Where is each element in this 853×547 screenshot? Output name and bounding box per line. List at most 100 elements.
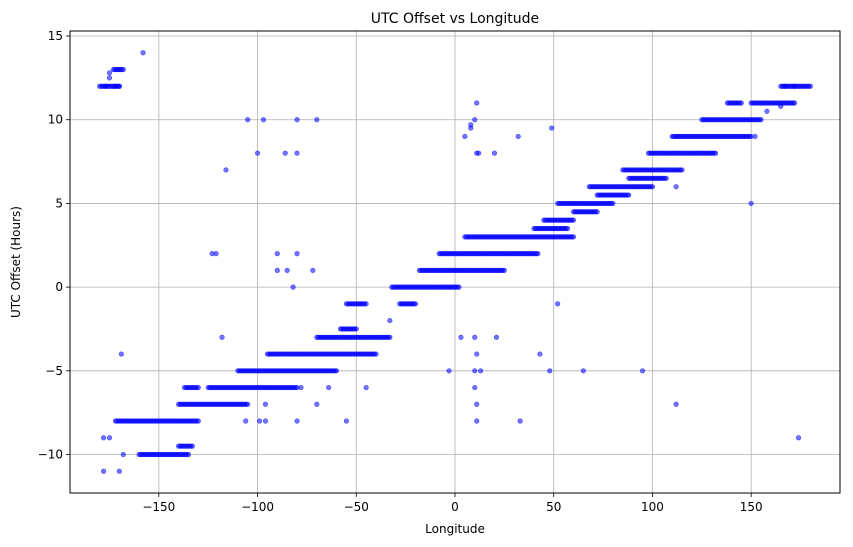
data-point: [491, 150, 498, 156]
data-point: [679, 167, 685, 173]
data-point: [478, 368, 484, 374]
x-axis-ticks: −150 −100 −50 0 50 100 150: [142, 493, 763, 514]
data-point: [456, 284, 462, 290]
data-point: [412, 301, 419, 307]
data-point: [807, 83, 813, 89]
data-point: [314, 117, 320, 123]
data-point: [458, 334, 464, 340]
data-point: [782, 83, 788, 89]
data-point: [298, 384, 304, 391]
data-point: [116, 83, 122, 89]
data-point: [474, 401, 480, 407]
data-point: [537, 351, 543, 357]
data-point: [748, 200, 754, 207]
data-point: [462, 133, 468, 140]
data-point: [189, 443, 196, 449]
data-point: [738, 100, 744, 106]
data-point: [290, 284, 296, 290]
x-tick-label: −100: [241, 500, 274, 514]
data-point: [333, 368, 340, 374]
x-tick-label: −150: [142, 500, 175, 514]
data-point: [294, 150, 300, 156]
data-point: [120, 66, 126, 73]
data-point: [213, 251, 219, 257]
data-point: [517, 418, 523, 424]
x-tick-label: 0: [451, 500, 459, 514]
data-point: [363, 301, 369, 307]
data-point: [472, 368, 478, 374]
x-axis-label: Longitude: [425, 522, 485, 536]
data-point: [343, 418, 350, 424]
data-point: [673, 184, 679, 190]
data-point: [219, 334, 225, 340]
data-point: [195, 418, 201, 424]
data-point: [791, 100, 798, 106]
data-point: [116, 468, 122, 474]
data-point: [795, 435, 802, 441]
data-point: [446, 368, 452, 374]
data-point: [468, 122, 474, 128]
y-tick-label: 15: [48, 29, 63, 43]
x-tick-label: −50: [344, 500, 369, 514]
data-point: [610, 200, 616, 207]
x-tick-label: 100: [641, 500, 664, 514]
data-point: [363, 384, 369, 391]
data-point: [649, 184, 656, 190]
y-tick-label: −10: [38, 448, 63, 462]
data-point: [274, 267, 280, 273]
data-point: [256, 418, 263, 424]
data-point: [758, 117, 764, 123]
data-point: [260, 117, 267, 123]
data-point: [474, 418, 480, 424]
chart-title: UTC Offset vs Longitude: [371, 11, 539, 27]
data-point: [326, 384, 332, 391]
data-point: [535, 251, 541, 257]
data-point: [102, 83, 109, 89]
data-point: [594, 209, 600, 215]
data-point: [639, 368, 646, 374]
data-point: [713, 150, 719, 156]
data-point: [474, 351, 480, 357]
data-point: [501, 267, 507, 273]
data-point: [294, 418, 300, 424]
data-point: [778, 103, 784, 109]
data-point: [764, 108, 770, 114]
data-point: [254, 150, 261, 156]
data-points: [97, 50, 813, 474]
data-point: [245, 117, 251, 123]
data-point: [387, 334, 393, 340]
data-point: [474, 150, 480, 156]
data-point: [570, 234, 577, 240]
data-point: [472, 384, 478, 391]
data-point: [353, 326, 359, 332]
data-point: [564, 225, 571, 232]
y-tick-label: 0: [55, 280, 63, 294]
data-point: [310, 267, 316, 273]
data-point: [140, 50, 146, 56]
data-point: [106, 75, 113, 81]
data-point: [314, 401, 320, 407]
data-point: [245, 401, 251, 407]
data-point: [243, 418, 249, 424]
x-tick-label: 50: [546, 500, 561, 514]
data-point: [549, 125, 555, 131]
data-point: [294, 117, 300, 123]
data-point: [118, 351, 124, 357]
data-point: [373, 351, 379, 357]
data-point: [262, 418, 269, 424]
data-point: [515, 133, 521, 140]
data-point: [547, 368, 553, 374]
data-point: [262, 401, 269, 407]
data-point: [274, 251, 280, 257]
data-point: [472, 117, 478, 123]
data-point: [387, 317, 393, 324]
data-point: [284, 267, 290, 273]
y-axis-ticks: −10 −5 0 5 10 15: [38, 29, 70, 462]
data-point: [474, 100, 480, 106]
data-point: [120, 451, 126, 458]
data-point: [555, 301, 561, 307]
data-point: [570, 217, 577, 223]
y-tick-label: 5: [55, 196, 63, 210]
data-point: [282, 150, 288, 156]
data-point: [673, 401, 679, 407]
